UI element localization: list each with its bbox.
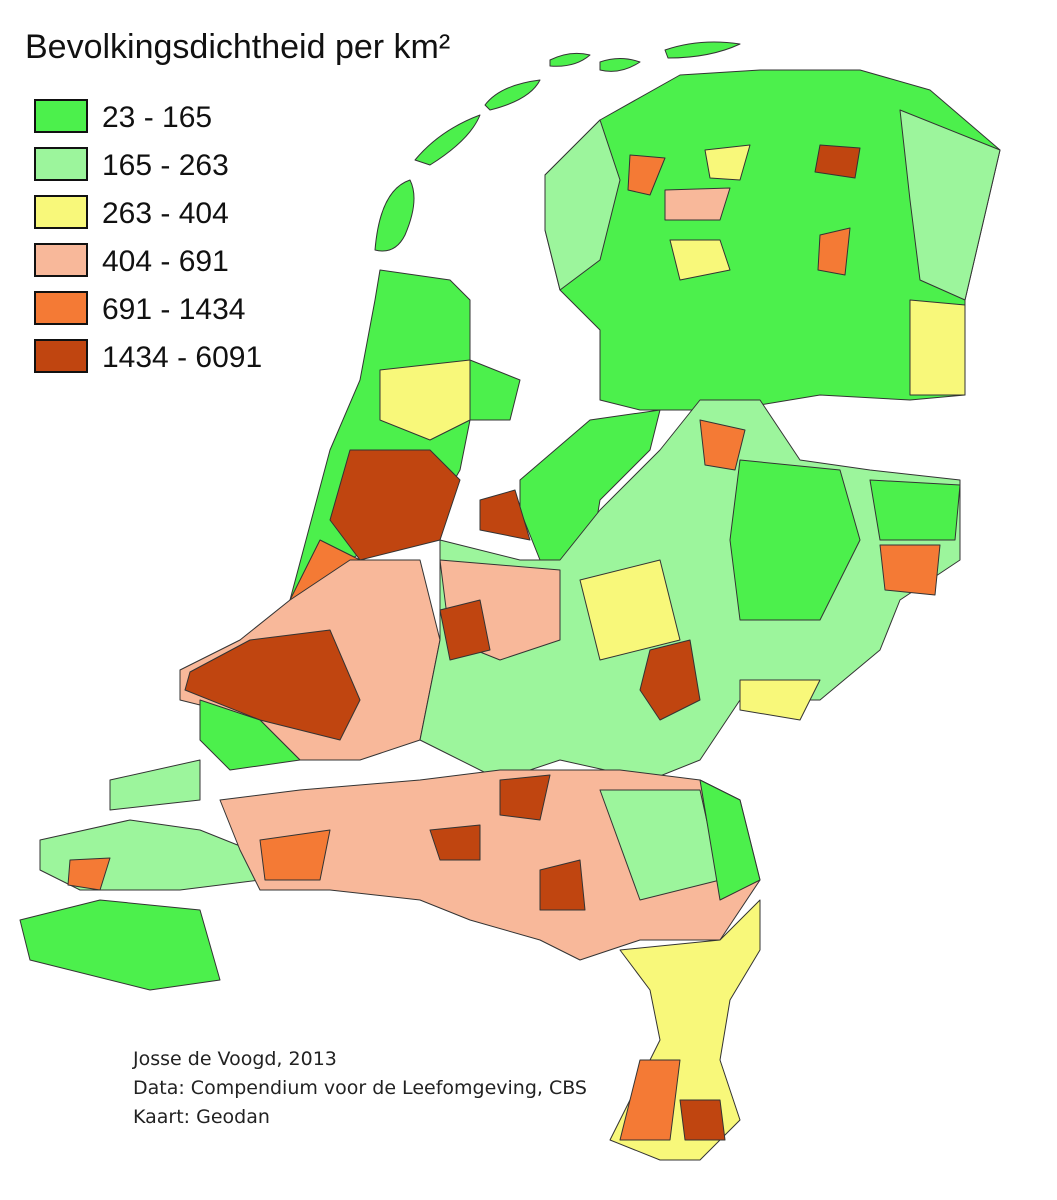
region	[544, 119, 621, 291]
legend-swatch	[34, 243, 88, 277]
legend: 23 - 165 165 - 263 263 - 404 404 - 691 691 -…	[34, 99, 262, 374]
region	[679, 1099, 726, 1141]
credit-line: Kaart: Geodan	[133, 1106, 270, 1128]
region	[199, 699, 301, 771]
region	[379, 359, 471, 441]
region	[899, 109, 1001, 301]
legend-swatch	[34, 291, 88, 325]
legend-label: 263 - 404	[102, 197, 229, 230]
region	[699, 779, 761, 901]
region	[429, 824, 481, 861]
region	[869, 479, 961, 541]
island	[549, 52, 591, 67]
legend-swatch	[34, 99, 88, 133]
region	[439, 599, 491, 661]
map	[19, 41, 1001, 1161]
island	[414, 114, 481, 166]
region	[259, 829, 331, 881]
region	[639, 639, 701, 721]
region	[664, 187, 731, 221]
region	[669, 239, 731, 281]
legend-label: 691 - 1434	[102, 293, 245, 326]
legend-label: 23 - 165	[102, 101, 212, 134]
credit-line: Josse de Voogd, 2013	[132, 1048, 337, 1070]
region	[519, 409, 661, 561]
legend-label: 165 - 263	[102, 149, 229, 182]
region	[499, 774, 551, 821]
island	[374, 179, 415, 252]
region	[184, 629, 361, 741]
region	[739, 679, 821, 721]
region	[619, 1059, 681, 1141]
credit-line: Data: Compendium voor de Leefomgeving, C…	[133, 1077, 587, 1099]
region	[67, 857, 111, 891]
region	[879, 544, 941, 596]
region	[479, 489, 531, 541]
title: Bevolkingsdichtheid per km²	[25, 28, 450, 66]
region	[627, 154, 666, 196]
island	[599, 58, 641, 72]
legend-swatch	[34, 195, 88, 229]
region	[814, 144, 861, 179]
region	[729, 459, 861, 621]
credits: Josse de Voogd, 2013 Data: Compendium voo…	[132, 1048, 587, 1128]
region	[544, 69, 1001, 411]
region	[539, 859, 586, 911]
island	[664, 41, 741, 59]
region	[909, 299, 966, 396]
region	[699, 419, 746, 471]
legend-swatch	[34, 147, 88, 181]
region	[109, 759, 201, 811]
legend-swatch	[34, 339, 88, 373]
region	[579, 559, 681, 661]
region	[817, 227, 851, 276]
region	[19, 899, 221, 991]
legend-label: 1434 - 6091	[102, 341, 262, 374]
region	[704, 144, 751, 181]
island	[484, 79, 541, 111]
legend-label: 404 - 691	[102, 245, 229, 278]
